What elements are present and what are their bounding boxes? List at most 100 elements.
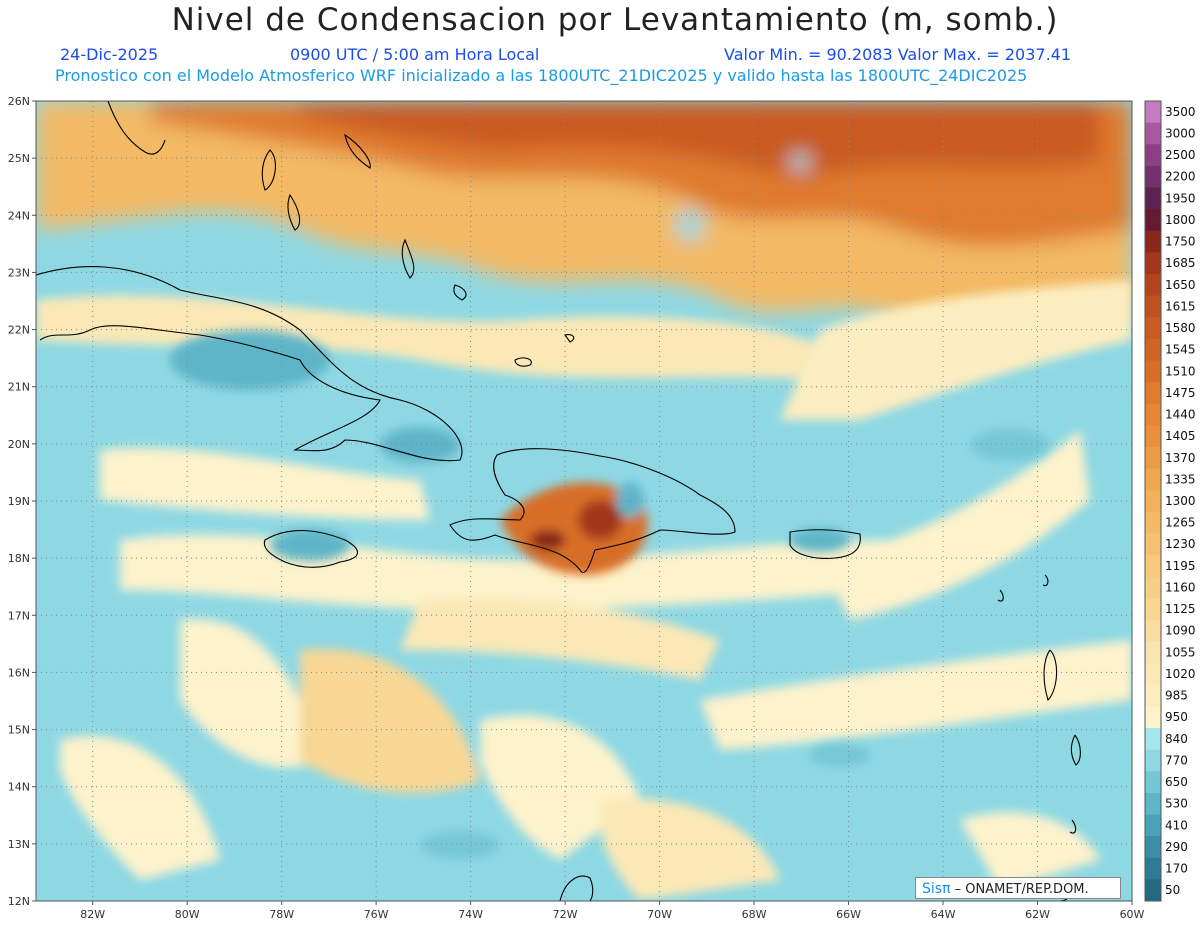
lat-label: 15N <box>8 724 30 737</box>
colorbar-swatch <box>1145 187 1161 210</box>
lat-label: 25N <box>8 152 30 165</box>
colorbar-label: 1475 <box>1165 386 1196 400</box>
colorbar-swatch <box>1145 425 1161 448</box>
jamaica-coast <box>263 530 359 568</box>
min-max-label: Valor Min. = 90.2083 Valor Max. = 2037.4… <box>724 45 1072 64</box>
lon-label: 66W <box>836 908 861 921</box>
colorbar: 3500 3000 2500 2200 1950 1800 1750 1685 1650 1615… <box>1144 100 1196 902</box>
colorbar-label: 3500 <box>1165 105 1196 119</box>
credit-text: – ONAMET/REP.DOM. <box>950 882 1089 897</box>
map-title: Nivel de Condensacion por Levantamiento … <box>171 2 1059 38</box>
lon-label: 82W <box>80 908 105 921</box>
lat-label: 22N <box>8 324 30 337</box>
colorbar-swatch <box>1145 101 1161 124</box>
credit-box: Sisπ – ONAMET/REP.DOM. <box>915 877 1121 899</box>
colorbar-swatch <box>1145 641 1161 664</box>
sispi-logo: Sisπ <box>922 881 951 897</box>
colorbar-label: 840 <box>1165 732 1188 746</box>
lat-label: 18N <box>8 552 30 565</box>
lon-label: 74W <box>458 908 483 921</box>
latitude-labels: 26N 25N 24N 23N 22N 21N 20N 19N 18N 17N 16N 15N 14N 1… <box>8 95 36 908</box>
colorbar-label: 1510 <box>1165 364 1196 378</box>
colorbar-label: 1950 <box>1165 191 1196 205</box>
colorbar-swatch <box>1145 857 1161 880</box>
colorbar-label: 50 <box>1165 883 1180 897</box>
lon-label: 70W <box>647 908 672 921</box>
colorbar-label: 1335 <box>1165 472 1196 486</box>
colorbar-label: 1300 <box>1165 494 1196 508</box>
colorbar-label: 2500 <box>1165 148 1196 162</box>
field-shading <box>36 101 1132 901</box>
colorbar-label: 770 <box>1165 753 1188 767</box>
colorbar-label: 1685 <box>1165 256 1196 270</box>
colorbar-swatch <box>1145 209 1161 232</box>
bahamas-2 <box>287 193 301 231</box>
colorbar-swatch <box>1145 360 1161 383</box>
colorbar-label: 985 <box>1165 689 1188 703</box>
colorbar-label: 410 <box>1165 818 1188 832</box>
lon-label: 72W <box>553 908 578 921</box>
colorbar-swatch <box>1145 403 1161 426</box>
colorbar-swatch <box>1145 533 1161 556</box>
lat-label: 24N <box>8 209 30 222</box>
colorbar-label: 1090 <box>1165 624 1196 638</box>
lat-label: 19N <box>8 495 30 508</box>
puerto-rico-coast <box>789 529 861 559</box>
coastlines <box>36 101 1081 901</box>
colorbar-label: 1580 <box>1165 321 1196 335</box>
time-label: 0900 UTC / 5:00 am Hora Local <box>290 45 540 64</box>
bahamas-4 <box>453 284 467 301</box>
lon-label: 64W <box>931 908 956 921</box>
colorbar-swatch <box>1145 511 1161 534</box>
lat-label: 23N <box>8 266 30 279</box>
lat-label: 14N <box>8 781 30 794</box>
florida-coast <box>107 101 166 155</box>
forecast-info: Pronostico con el Modelo Atmosferico WRF… <box>55 66 1028 85</box>
lesser-antilles <box>997 574 1081 901</box>
lon-label: 62W <box>1025 908 1050 921</box>
lon-label: 60W <box>1120 908 1145 921</box>
colorbar-label: 950 <box>1165 710 1188 724</box>
colorbar-swatch <box>1145 468 1161 491</box>
colorbar-swatch <box>1145 619 1161 643</box>
colorbar-swatch <box>1145 295 1161 318</box>
colorbar-label: 1800 <box>1165 213 1196 227</box>
colorbar-label: 1265 <box>1165 516 1196 530</box>
lon-label: 80W <box>175 908 200 921</box>
colorbar-swatch <box>1145 814 1161 837</box>
lon-label: 76W <box>364 908 389 921</box>
colorbar-swatch <box>1145 879 1161 902</box>
venezuela-coast <box>559 875 594 901</box>
colorbar-swatch <box>1145 771 1161 794</box>
lat-label: 16N <box>8 666 30 679</box>
colorbar-swatch <box>1145 230 1161 253</box>
colorbar-label: 1615 <box>1165 299 1196 313</box>
colorbar-swatch <box>1145 273 1161 297</box>
lat-label: 13N <box>8 838 30 851</box>
lat-label: 20N <box>8 438 30 451</box>
colorbar-swatch <box>1145 663 1161 686</box>
bahamas-1 <box>261 149 276 191</box>
colorbar-label: 1230 <box>1165 537 1196 551</box>
colorbar-label: 650 <box>1165 775 1188 789</box>
colorbar-swatch <box>1145 446 1161 470</box>
colorbar-swatch <box>1145 122 1161 145</box>
lon-label: 68W <box>742 908 767 921</box>
colorbar-swatch <box>1145 792 1161 816</box>
andros <box>401 238 415 279</box>
colorbar-swatch <box>1145 749 1161 772</box>
hispaniola-coast <box>449 448 736 573</box>
colorbar-label: 1750 <box>1165 235 1196 249</box>
colorbar-label: 1650 <box>1165 278 1196 292</box>
colorbar-label: 1405 <box>1165 429 1196 443</box>
colorbar-swatch <box>1145 684 1161 707</box>
colorbar-label: 1020 <box>1165 667 1196 681</box>
turks-caicos <box>514 334 575 367</box>
colorbar-swatch <box>1145 252 1161 275</box>
colorbar-label: 1440 <box>1165 408 1196 422</box>
colorbar-swatch <box>1145 317 1161 340</box>
colorbar-label: 1545 <box>1165 343 1196 357</box>
colorbar-swatch <box>1145 555 1161 578</box>
colorbar-swatch <box>1145 382 1161 405</box>
